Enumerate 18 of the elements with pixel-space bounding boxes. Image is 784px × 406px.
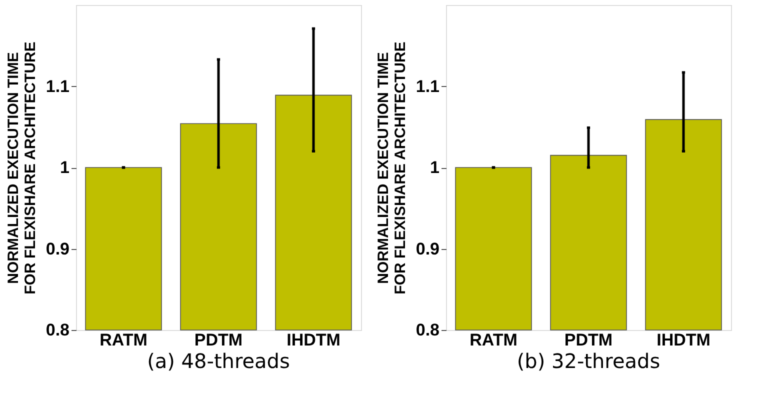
x-tick-label: IHDTM <box>286 330 340 350</box>
y-tick-label: 0.8 <box>46 320 70 340</box>
y-axis-title: NORMALIZED EXECUTION TIME FOR FLEXISHARE ARCHITECTURE <box>374 42 409 294</box>
y-tick-label: 0.9 <box>416 239 440 258</box>
x-tick-label: RATM <box>100 330 148 350</box>
x-tick-label: IHDTM <box>656 330 710 350</box>
y-tick-label: 1 <box>60 158 70 177</box>
x-tick-label: PDTM <box>564 330 613 350</box>
text: (b) 32-threads <box>516 349 660 373</box>
y-tick-label: 1.1 <box>46 76 70 96</box>
y-tick-label: 0.8 <box>416 320 440 340</box>
y-tick-label: 1.1 <box>416 76 440 96</box>
y-axis-title: NORMALIZED EXECUTION TIME FOR FLEXISHARE ARCHITECTURE <box>4 42 39 294</box>
x-tick-label: RATM <box>470 330 518 350</box>
text: (a) 48-threads <box>147 349 290 373</box>
y-tick-label: 1 <box>430 158 440 177</box>
y-tick-label: 0.9 <box>46 239 70 258</box>
x-tick-label: PDTM <box>194 330 243 350</box>
